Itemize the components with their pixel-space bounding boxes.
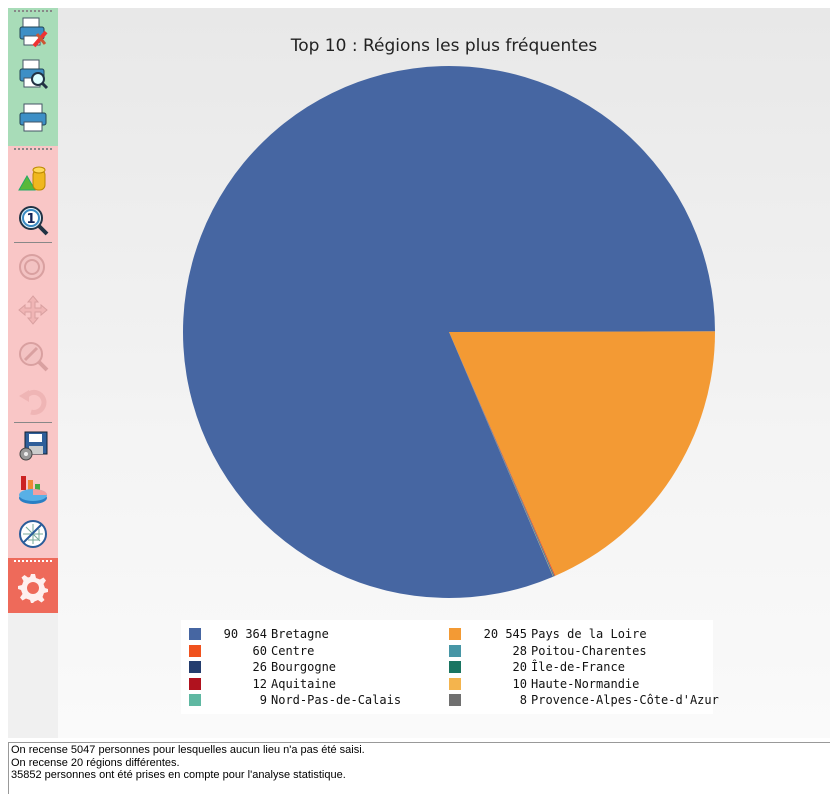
toolbar-separator bbox=[14, 242, 52, 243]
pie-slice--le-de-france[interactable] bbox=[449, 332, 554, 577]
legend-value: 26 bbox=[252, 660, 267, 674]
settings-toolbar-group bbox=[8, 558, 58, 613]
status-panel: On recense 5047 personnes pour lesquelle… bbox=[8, 742, 830, 794]
legend-swatch bbox=[189, 661, 201, 673]
gridlines-icon[interactable] bbox=[15, 516, 51, 552]
printer-icon[interactable] bbox=[15, 100, 51, 136]
legend-value: 9 bbox=[259, 693, 267, 707]
chart-area: Top 10 : Régions les plus fréquentes 90 … bbox=[58, 8, 830, 738]
zoom-fit-icon[interactable] bbox=[15, 250, 51, 286]
legend: 90 364 Bretagne 20 545 Pays de la Loire 60 Ce… bbox=[181, 620, 719, 714]
left-toolbar: 1 bbox=[8, 8, 58, 738]
legend-value: 90 364 bbox=[223, 627, 267, 641]
status-line: 35852 personnes ont été prises en compte… bbox=[11, 769, 346, 781]
legend-label: Nord-Pas-de-Calais bbox=[271, 693, 402, 707]
legend-swatch bbox=[449, 694, 461, 706]
pie-slice-poitou-charentes[interactable] bbox=[449, 332, 555, 577]
legend-value: 20 bbox=[512, 660, 527, 674]
toolbar-grip[interactable] bbox=[14, 148, 52, 150]
legend-swatch bbox=[189, 677, 201, 690]
pie-slice-pays-de-la-loire[interactable] bbox=[449, 331, 715, 576]
save-disk-icon[interactable] bbox=[15, 428, 51, 464]
legend-label: Pays de la Loire bbox=[531, 627, 647, 641]
pie-slice-centre[interactable] bbox=[449, 332, 556, 577]
pie-slice-nord-pas-de-calais[interactable] bbox=[449, 332, 554, 577]
legend-swatch bbox=[189, 644, 201, 657]
svg-text:1: 1 bbox=[26, 212, 35, 227]
legend-label: Poitou-Charentes bbox=[531, 643, 647, 658]
legend-label: Centre bbox=[271, 643, 315, 658]
toolbar-grip[interactable] bbox=[14, 560, 52, 562]
legend-label: Aquitaine bbox=[271, 676, 337, 691]
pie-slice-bourgogne[interactable] bbox=[449, 332, 555, 577]
legend-swatch bbox=[449, 661, 461, 673]
legend-value: 20 545 bbox=[483, 627, 527, 641]
legend-label: Provence-Alpes-Côte-d'Azur bbox=[531, 693, 719, 707]
legend-value: 12 bbox=[252, 676, 267, 691]
legend-value: 60 bbox=[252, 643, 267, 658]
legend-swatch bbox=[449, 677, 461, 690]
zoom-in-icon[interactable] bbox=[15, 338, 51, 374]
legend-value: 8 bbox=[519, 693, 527, 707]
legend-value: 28 bbox=[512, 643, 527, 658]
toolbar-separator bbox=[14, 422, 52, 423]
pan-icon[interactable] bbox=[15, 292, 51, 328]
pie-slice-bretagne[interactable] bbox=[183, 65, 715, 598]
print-toolbar-group bbox=[8, 8, 58, 146]
print-setup-icon[interactable] bbox=[15, 14, 51, 50]
legend-swatch bbox=[189, 628, 201, 640]
status-line: On recense 5047 personnes pour lesquelle… bbox=[11, 744, 365, 756]
legend-swatch bbox=[449, 628, 461, 640]
print-preview-icon[interactable] bbox=[15, 56, 51, 92]
gear-icon[interactable] bbox=[15, 570, 51, 606]
pie-slice-provence-alpes-c-te-d-azur[interactable] bbox=[449, 332, 554, 577]
status-line: On recense 20 régions différentes. bbox=[11, 756, 180, 769]
chart-title: Top 10 : Régions les plus fréquentes bbox=[290, 36, 598, 56]
legend-value: 10 bbox=[512, 676, 527, 691]
legend-swatch bbox=[449, 644, 461, 657]
chart-3d-icon[interactable] bbox=[15, 160, 51, 196]
legend-label: Bourgogne bbox=[271, 660, 337, 674]
pie-slice-aquitaine[interactable] bbox=[449, 332, 554, 577]
legend-label: Bretagne bbox=[271, 627, 329, 641]
pie-slice-haute-normandie[interactable] bbox=[449, 332, 554, 577]
legend-label: Haute-Normandie bbox=[531, 676, 640, 691]
toolbar-grip[interactable] bbox=[14, 10, 52, 12]
legend-swatch bbox=[189, 694, 201, 706]
zoom-one-icon[interactable]: 1 bbox=[15, 202, 51, 238]
view-toolbar-group: 1 bbox=[8, 146, 58, 558]
pie-chart bbox=[183, 65, 715, 598]
chart-type-icon[interactable] bbox=[15, 472, 51, 508]
legend-label: Île-de-France bbox=[531, 660, 625, 674]
undo-icon[interactable] bbox=[15, 382, 51, 418]
